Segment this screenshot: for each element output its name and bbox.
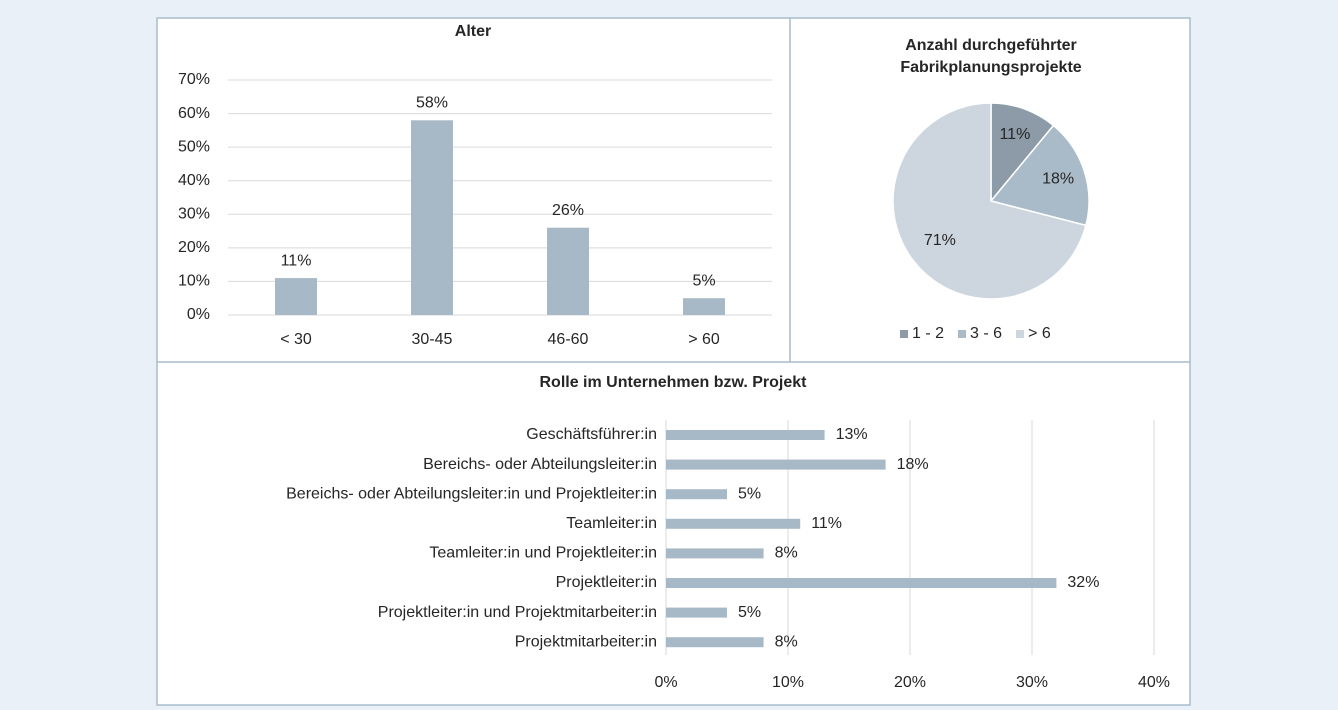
- data-label: 13%: [836, 426, 868, 443]
- y-tick-label: Teamleiter:in: [566, 515, 657, 532]
- bar: [666, 607, 727, 618]
- data-label: 5%: [738, 604, 761, 621]
- data-label: 71%: [924, 232, 956, 249]
- y-tick-label: Geschäftsführer:in: [526, 426, 657, 443]
- data-label: 8%: [775, 633, 798, 650]
- bar: [666, 578, 1057, 588]
- x-tick-label: < 30: [280, 331, 312, 348]
- data-label: 5%: [738, 485, 761, 502]
- y-tick-label: 10%: [178, 273, 210, 290]
- y-tick-label: Projektmitarbeiter:in: [515, 633, 657, 650]
- y-tick-label: 40%: [178, 172, 210, 189]
- x-tick-label: 10%: [772, 674, 804, 691]
- x-tick-label: 40%: [1138, 674, 1170, 691]
- chart-title: Rolle im Unternehmen bzw. Projekt: [539, 374, 807, 391]
- x-tick-label: 46-60: [548, 331, 589, 348]
- pie-slice: [989, 124, 1090, 227]
- data-label: 18%: [897, 456, 929, 473]
- bar: [666, 430, 825, 440]
- data-label: 11%: [999, 126, 1030, 143]
- legend-label: 3 - 6: [970, 325, 1002, 342]
- legend-label: > 6: [1028, 325, 1051, 342]
- bar: [683, 298, 725, 315]
- y-tick-label: 70%: [178, 71, 210, 88]
- x-tick-label: 0%: [654, 674, 677, 691]
- data-label: 18%: [1042, 170, 1074, 187]
- y-tick-label: 20%: [178, 239, 210, 256]
- bar: [547, 227, 589, 315]
- pie-slice: [990, 102, 1055, 204]
- data-label: 5%: [692, 272, 715, 289]
- y-tick-label: 60%: [178, 105, 210, 122]
- data-label: 8%: [775, 545, 798, 562]
- y-tick-label: Bereichs- oder Abteilungsleiter:in: [423, 456, 657, 473]
- x-tick-label: 30%: [1016, 674, 1048, 691]
- data-label: 58%: [416, 95, 448, 112]
- bar: [666, 518, 801, 529]
- data-label: 11%: [281, 252, 312, 269]
- x-tick-label: > 60: [688, 331, 720, 348]
- data-label: 26%: [552, 202, 584, 219]
- y-tick-label: 0%: [187, 306, 210, 323]
- bar: [275, 278, 317, 315]
- data-label: 32%: [1067, 574, 1099, 591]
- legend-swatch: [958, 330, 967, 338]
- chart-title: Anzahl durchgeführter Fabrikplanungsproj…: [900, 37, 1082, 76]
- y-tick-label: Bereichs- oder Abteilungsleiter:in und P…: [286, 485, 657, 502]
- y-tick-label: Teamleiter:in und Projektleiter:in: [429, 545, 657, 562]
- x-tick-label: 20%: [894, 674, 926, 691]
- legend-label: 1 - 2: [912, 325, 944, 342]
- bar: [666, 489, 727, 500]
- bar: [666, 548, 764, 559]
- legend-swatch: [900, 330, 908, 338]
- y-tick-label: 30%: [178, 206, 210, 223]
- legend-swatch: [1016, 330, 1025, 338]
- y-tick-label: 50%: [178, 138, 210, 155]
- y-tick-label: Projektleiter:in: [556, 574, 657, 591]
- y-tick-label: Projektleiter:in und Projektmitarbeiter:…: [378, 604, 657, 621]
- data-label: 11%: [811, 515, 842, 532]
- chart-title: Alter: [455, 23, 491, 40]
- x-tick-label: 30-45: [412, 331, 453, 348]
- bar: [666, 459, 886, 470]
- bar: [666, 637, 764, 648]
- bar: [411, 120, 453, 316]
- pie-slice: [892, 102, 1087, 300]
